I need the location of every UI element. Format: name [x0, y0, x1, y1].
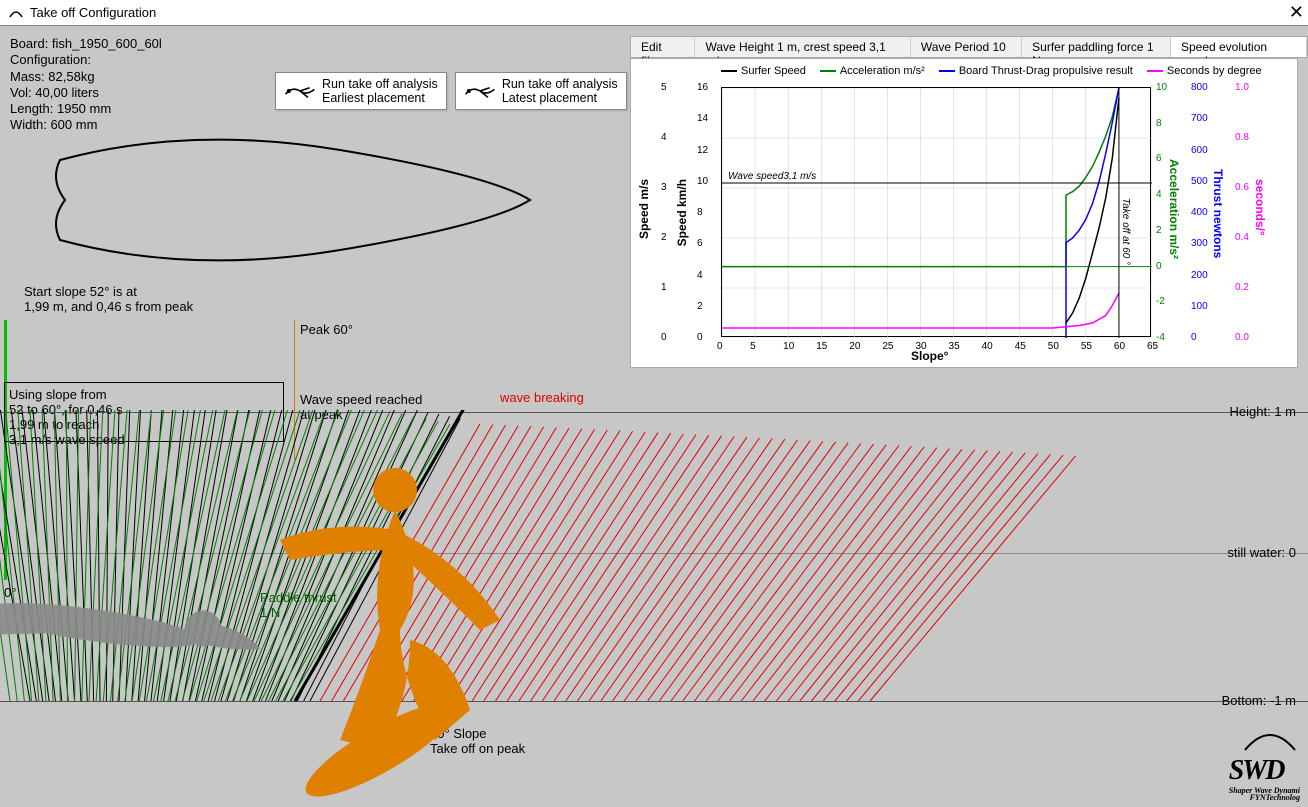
- board-outline: [40, 120, 540, 280]
- tab-edit-files[interactable]: Edit files: [631, 37, 695, 57]
- swimmer-icon: [464, 82, 496, 100]
- run-buttons: Run take off analysis Earliest placement…: [275, 72, 627, 110]
- window-title: Take off Configuration: [30, 5, 156, 20]
- tab-paddling-force[interactable]: Surfer paddling force 1 N: [1022, 37, 1171, 57]
- app-icon: [8, 5, 24, 21]
- run-latest-button[interactable]: Run take off analysis Latest placement: [455, 72, 627, 110]
- run-latest-label2: Latest placement: [502, 91, 618, 105]
- ylabel-speed-kmh: Speed km/h: [675, 179, 689, 246]
- ylabel-speed-ms: Speed m/s: [637, 179, 651, 239]
- title-bar: Take off Configuration ✕: [0, 0, 1308, 26]
- run-earliest-label1: Run take off analysis: [322, 77, 438, 91]
- ylabel-acceleration: Acceleration m/s²: [1167, 159, 1181, 259]
- legend-seconds: Seconds by degree: [1147, 65, 1262, 77]
- wave-diagram-svg: [0, 410, 1308, 807]
- chart-panel: Surfer Speed Acceleration m/s² Board Thr…: [630, 58, 1298, 368]
- tab-strip: Edit files Wave Height 1 m, crest speed …: [630, 36, 1308, 58]
- tab-wave-height[interactable]: Wave Height 1 m, crest speed 3,1 m/s: [695, 37, 910, 57]
- tab-speed-graph[interactable]: Speed evolution graph: [1171, 37, 1307, 57]
- start-slope-annotation: Start slope 52° is at 1,99 m, and 0,46 s…: [24, 284, 193, 314]
- chart-legend: Surfer Speed Acceleration m/s² Board Thr…: [721, 65, 1262, 77]
- config-label: Configuration:: [10, 52, 162, 68]
- ylabel-thrust: Thrust newtons: [1211, 169, 1225, 258]
- legend-acceleration: Acceleration m/s²: [820, 65, 925, 77]
- wave-breaking-label: wave breaking: [500, 390, 584, 405]
- run-earliest-button[interactable]: Run take off analysis Earliest placement: [275, 72, 447, 110]
- tab-wave-period[interactable]: Wave Period 10 s: [911, 37, 1022, 57]
- close-icon[interactable]: ✕: [1289, 2, 1304, 23]
- chart-svg: Wave speed3,1 m/s Take off at 60 °: [722, 88, 1152, 338]
- run-latest-label1: Run take off analysis: [502, 77, 618, 91]
- length-value: Length: 1950 mm: [10, 101, 162, 117]
- peak-label: Peak 60°: [300, 322, 353, 337]
- legend-surfer-speed: Surfer Speed: [721, 65, 806, 77]
- volume-value: Vol: 40,00 liters: [10, 85, 162, 101]
- legend-thrust: Board Thrust-Drag propulsive result: [939, 65, 1133, 77]
- board-name: Board: fish_1950_600_60l: [10, 36, 162, 52]
- ylabel-seconds: seconds/°: [1253, 179, 1267, 236]
- mass-value: Mass: 82,58kg: [10, 69, 162, 85]
- swd-logo: SWD Shaper Wave Dynami FYNTechnolog: [1229, 725, 1300, 801]
- board-config-block: Board: fish_1950_600_60l Configuration: …: [10, 36, 162, 134]
- svg-text:Take off at 60 °: Take off at 60 °: [1120, 198, 1131, 265]
- chart-plot-area: Wave speed3,1 m/s Take off at 60 °: [721, 87, 1151, 337]
- swimmer-icon: [284, 82, 316, 100]
- run-earliest-label2: Earliest placement: [322, 91, 438, 105]
- svg-text:Wave speed3,1 m/s: Wave speed3,1 m/s: [728, 171, 816, 182]
